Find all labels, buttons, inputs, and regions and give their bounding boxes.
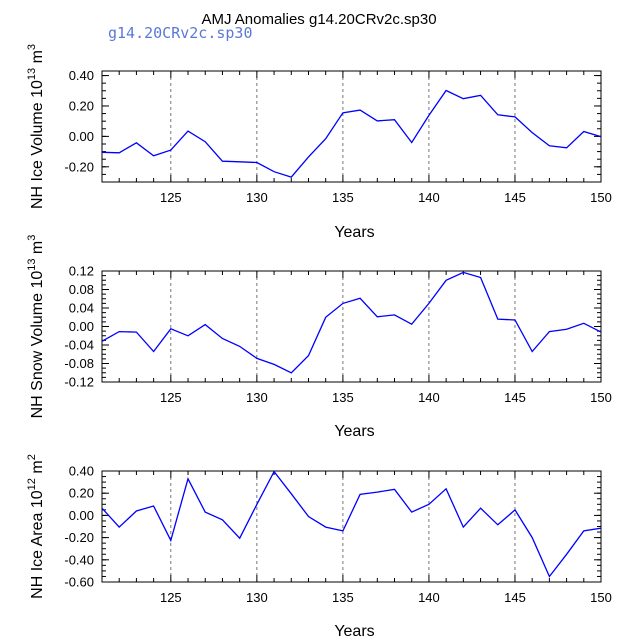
x-axis-label: Years bbox=[334, 623, 374, 638]
x-tick-label: 150 bbox=[590, 190, 612, 205]
y-tick-label: 0.40 bbox=[69, 464, 94, 479]
series-line-1 bbox=[102, 271, 601, 374]
y-tick-label: -0.20 bbox=[64, 530, 94, 545]
x-tick-label: 140 bbox=[418, 590, 440, 605]
y-axis-label: NH Ice Volume 1013 m3 bbox=[26, 44, 46, 209]
y-label-exponent: 13 bbox=[26, 259, 38, 271]
plot-frame bbox=[101, 470, 602, 583]
y-tick-label: 0.20 bbox=[69, 486, 94, 501]
y-label-unit: m bbox=[29, 50, 46, 68]
x-tick-label: 150 bbox=[590, 590, 612, 605]
x-tick-label: 135 bbox=[332, 590, 354, 605]
x-tick-label: 130 bbox=[246, 190, 268, 205]
y-label-base: NH Snow Volume 10 bbox=[29, 271, 46, 419]
series-line-1 bbox=[102, 471, 601, 578]
y-label-unit-exponent: 3 bbox=[26, 235, 38, 241]
x-tick-label: 130 bbox=[246, 390, 268, 405]
y-tick-label: 0.20 bbox=[69, 98, 94, 113]
y-label-base: NH Ice Volume 10 bbox=[29, 80, 46, 209]
y-label-exponent: 12 bbox=[26, 478, 38, 490]
y-tick-label: 0.40 bbox=[69, 68, 94, 83]
y-tick-label: -0.20 bbox=[64, 159, 94, 174]
x-tick-label: 145 bbox=[504, 390, 526, 405]
x-axis-label: Years bbox=[334, 423, 374, 440]
y-tick-label: 0.04 bbox=[69, 301, 94, 316]
figure-subtitle: g14.20CRv2c.sp30 bbox=[108, 24, 253, 42]
plot-frame bbox=[101, 70, 602, 183]
y-axis-label: NH Ice Area 1012 m2 bbox=[26, 454, 46, 599]
y-label-unit-exponent: 3 bbox=[26, 44, 38, 50]
y-label-unit-exponent: 2 bbox=[26, 454, 38, 460]
figure-title: AMJ Anomalies g14.20CRv2c.sp30 bbox=[201, 11, 436, 28]
x-axis-label: Years bbox=[334, 224, 374, 241]
y-label-unit: m bbox=[29, 241, 46, 259]
y-tick-label: 0.00 bbox=[69, 319, 94, 334]
chart-panels: 125 130 135 140 145 150 -0.20 0.00 0.20 0.40 Years… bbox=[26, 44, 612, 638]
x-tick-label: 150 bbox=[590, 390, 612, 405]
x-tick-label: 145 bbox=[504, 590, 526, 605]
y-label-exponent: 13 bbox=[26, 68, 38, 80]
x-tick-label: 125 bbox=[160, 590, 182, 605]
y-tick-label: 0.00 bbox=[69, 129, 94, 144]
y-tick-label: -0.08 bbox=[64, 356, 94, 371]
x-tick-label: 140 bbox=[418, 190, 440, 205]
y-label-unit: m bbox=[29, 460, 46, 478]
x-tick-label: 125 bbox=[160, 390, 182, 405]
plot-frame bbox=[101, 270, 602, 383]
y-axis-label: NH Snow Volume 1013 m3 bbox=[26, 235, 46, 419]
y-tick-label: -0.60 bbox=[64, 575, 94, 590]
x-tick-label: 135 bbox=[332, 190, 354, 205]
y-tick-label: -0.12 bbox=[64, 375, 94, 390]
y-tick-label: -0.40 bbox=[64, 552, 94, 567]
y-tick-label: 0.00 bbox=[69, 508, 94, 523]
x-tick-label: 145 bbox=[504, 190, 526, 205]
x-tick-label: 125 bbox=[160, 190, 182, 205]
y-tick-label: 0.08 bbox=[69, 282, 94, 297]
x-tick-label: 140 bbox=[418, 390, 440, 405]
y-tick-label: -0.04 bbox=[64, 338, 94, 353]
panel-3: 125 130 135 140 145 150 -0.60 -0.40 -0.20 0.00 0.2… bbox=[26, 454, 612, 638]
panel-2: 125 130 135 140 145 150 -0.12 -0.08 -0.04 0.00 0.0… bbox=[26, 235, 612, 440]
x-tick-label: 130 bbox=[246, 590, 268, 605]
y-tick-label: 0.12 bbox=[69, 264, 94, 279]
panel-1: 125 130 135 140 145 150 -0.20 0.00 0.20 0.40 Years… bbox=[26, 44, 612, 241]
x-tick-label: 135 bbox=[332, 390, 354, 405]
series-line-1 bbox=[102, 89, 601, 178]
y-label-base: NH Ice Area 10 bbox=[29, 490, 46, 599]
